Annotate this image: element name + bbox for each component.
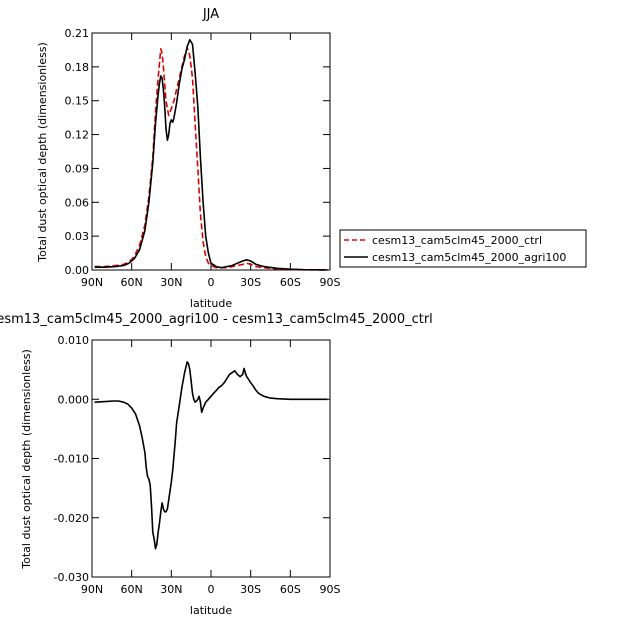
top-plot-frame (91, 32, 331, 271)
top-y-tick-label: 0.15 (65, 95, 90, 108)
top-y-tick-label: 0.00 (65, 264, 90, 277)
top-x-tick-label: 60N (121, 276, 143, 289)
top-y-tick-label: 0.18 (65, 61, 90, 74)
top-y-axis-ticks: 0.00 0.03 0.06 0.09 0.12 0.15 0.18 0.21 (65, 27, 330, 277)
top-series-group (94, 38, 328, 271)
bottom-x-axis-ticks: 90N 60N 30N 0 30S 60S 90S (81, 340, 341, 596)
top-x-axis-label: latitude (190, 297, 232, 310)
bottom-panel: cesm13_cam5clm45_2000_agri100 - cesm13_c… (0, 312, 433, 617)
top-series-line-0 (94, 46, 328, 271)
legend: cesm13_cam5clm45_2000_ctrl cesm13_cam5cl… (339, 229, 587, 268)
top-x-tick-label: 90N (81, 276, 103, 289)
bottom-x-axis-label: latitude (190, 604, 232, 617)
top-x-tick-label: 60S (280, 276, 301, 289)
top-chart-title: JJA (202, 7, 219, 22)
bottom-chart-title: cesm13_cam5clm45_2000_agri100 - cesm13_c… (0, 312, 433, 327)
top-y-tick-label: 0.06 (65, 196, 90, 209)
bottom-y-tick-label: 0.000 (58, 393, 90, 406)
top-y-tick-label: 0.09 (65, 162, 90, 175)
bottom-y-tick-label: -0.030 (54, 571, 89, 584)
bottom-y-tick-label: 0.010 (58, 334, 90, 347)
top-y-axis-label: Total dust optical depth (dimensionless) (36, 42, 49, 262)
bottom-x-tick-label: 30S (240, 583, 261, 596)
top-x-tick-label: 30S (240, 276, 261, 289)
bottom-plot-frame (91, 339, 331, 578)
bottom-x-tick-label: 0 (208, 583, 215, 596)
legend-box (339, 229, 587, 268)
bottom-series-group (94, 361, 328, 550)
bottom-series-line-0 (94, 361, 328, 550)
top-y-tick-label: 0.03 (65, 230, 90, 243)
top-panel: JJA 0.00 0.03 0.06 0.09 0.12 0.15 0.18 0.21 90N… (36, 7, 587, 310)
top-y-tick-label: 0.21 (65, 27, 90, 40)
bottom-y-tick-label: -0.020 (54, 512, 89, 525)
top-x-tick-label: 30N (160, 276, 182, 289)
top-y-tick-label: 0.12 (65, 129, 90, 142)
bottom-x-tick-label: 90N (81, 583, 103, 596)
bottom-x-tick-label: 90S (320, 583, 341, 596)
top-x-tick-label: 90S (320, 276, 341, 289)
top-series-line-1 (94, 38, 328, 271)
bottom-y-axis-ticks: -0.030 -0.020 -0.010 0.000 0.010 (54, 334, 330, 584)
legend-label-ctrl: cesm13_cam5clm45_2000_ctrl (372, 234, 542, 247)
bottom-x-tick-label: 30N (160, 583, 182, 596)
bottom-x-tick-label: 60S (280, 583, 301, 596)
top-x-tick-label: 0 (208, 276, 215, 289)
top-x-axis-ticks: 90N 60N 30N 0 30S 60S 90S (81, 33, 341, 289)
bottom-y-axis-label: Total dust optical depth (dimensionless) (20, 349, 33, 569)
bottom-x-tick-label: 60N (121, 583, 143, 596)
legend-label-agri100: cesm13_cam5clm45_2000_agri100 (372, 251, 566, 264)
bottom-y-tick-label: -0.010 (54, 453, 89, 466)
